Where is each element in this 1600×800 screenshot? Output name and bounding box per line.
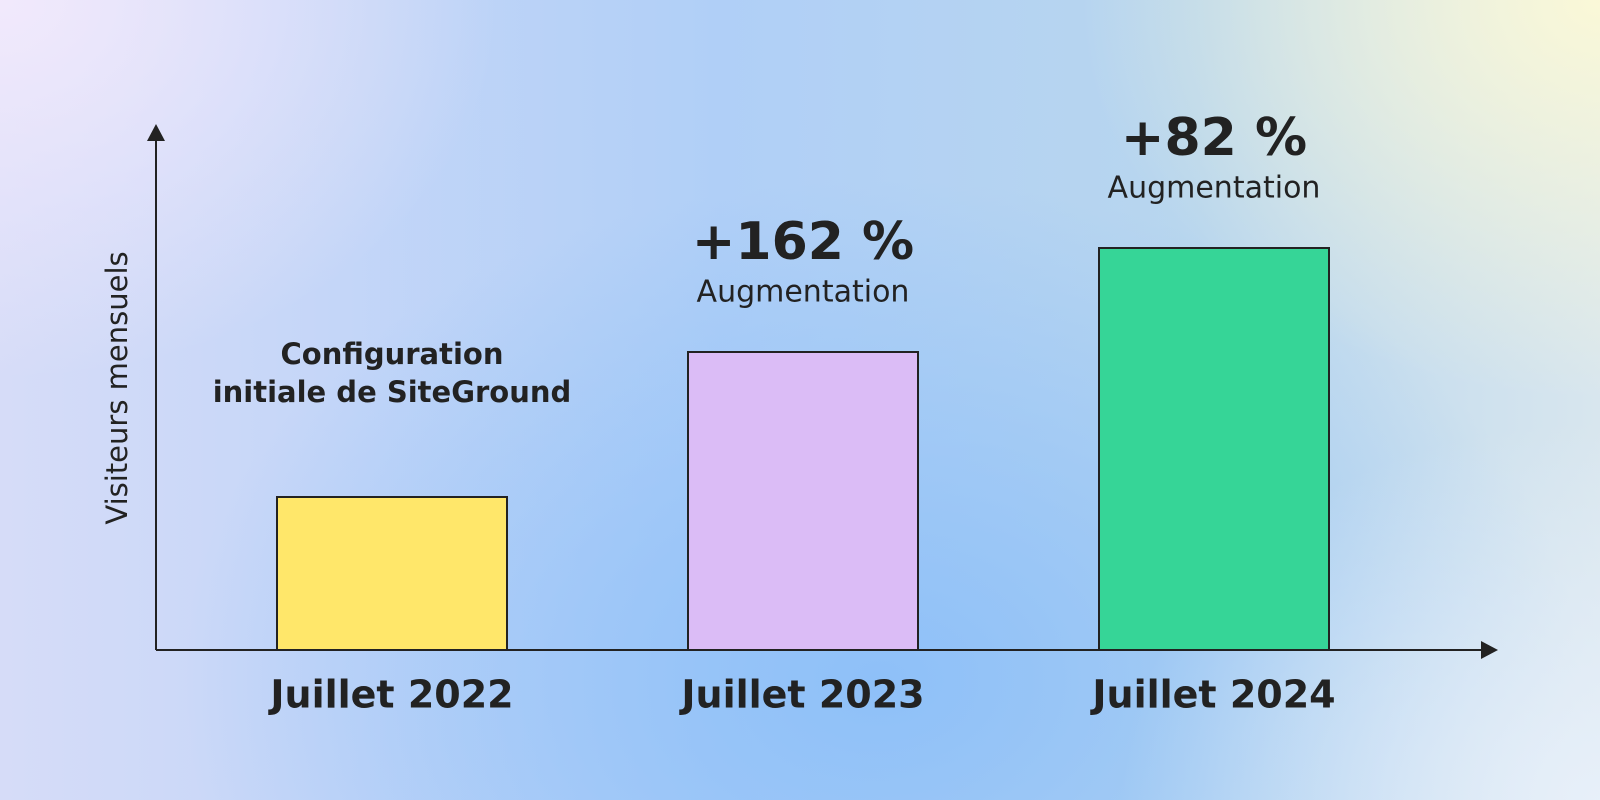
bar [687,351,919,651]
change-caption: Augmentation [697,275,910,310]
x-tick-label: Juillet 2022 [267,673,513,717]
x-axis-arrow [1481,641,1498,659]
change-caption: Augmentation [1108,171,1321,206]
change-label: +82 % [1121,108,1307,168]
y-axis-label: Visiteurs mensuels [100,251,134,524]
annotation-line: initiale de SiteGround [213,375,572,409]
bar [1098,247,1330,651]
x-tick-label: Juillet 2024 [1089,673,1335,717]
bar [276,496,508,651]
x-tick-label: Juillet 2023 [678,673,924,717]
annotation-line: Configuration [281,337,504,371]
y-axis-arrow [147,124,165,141]
change-label: +162 % [692,212,914,272]
